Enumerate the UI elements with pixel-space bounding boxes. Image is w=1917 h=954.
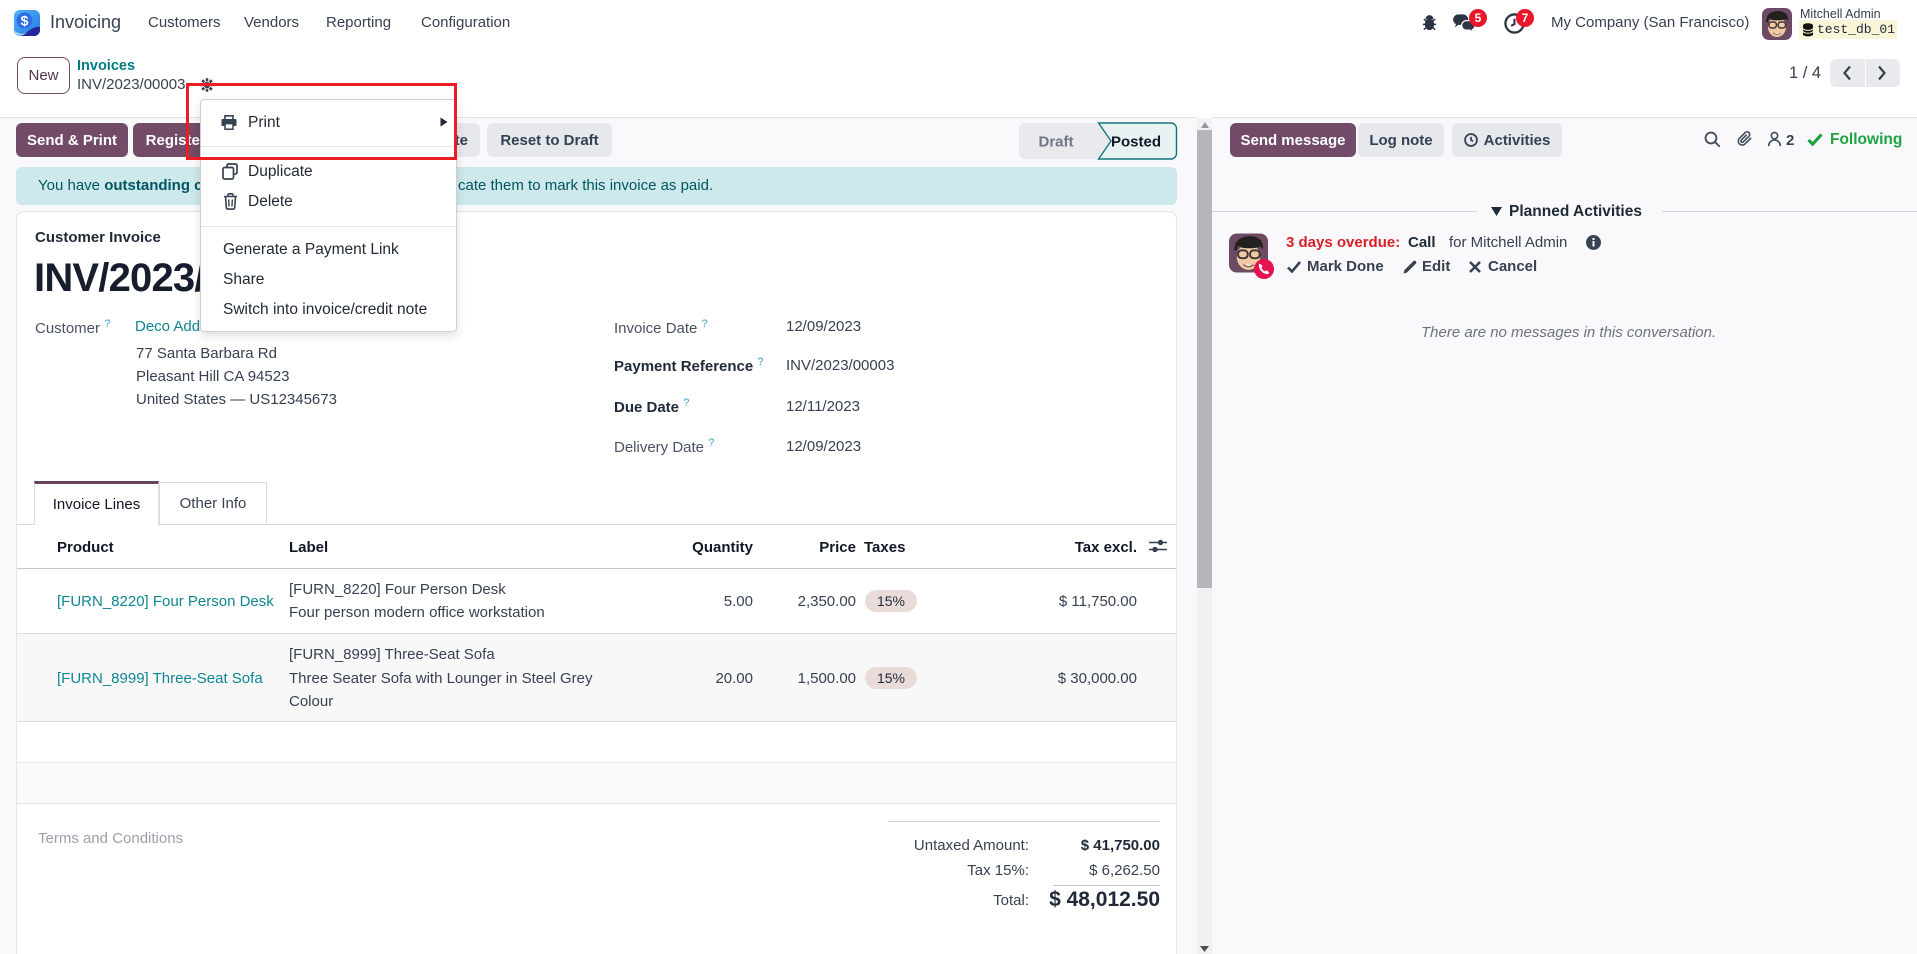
- svg-text:Draft: Draft: [1038, 134, 1073, 151]
- svg-text:Posted: Posted: [1111, 134, 1161, 151]
- svg-text:$: $: [21, 13, 29, 29]
